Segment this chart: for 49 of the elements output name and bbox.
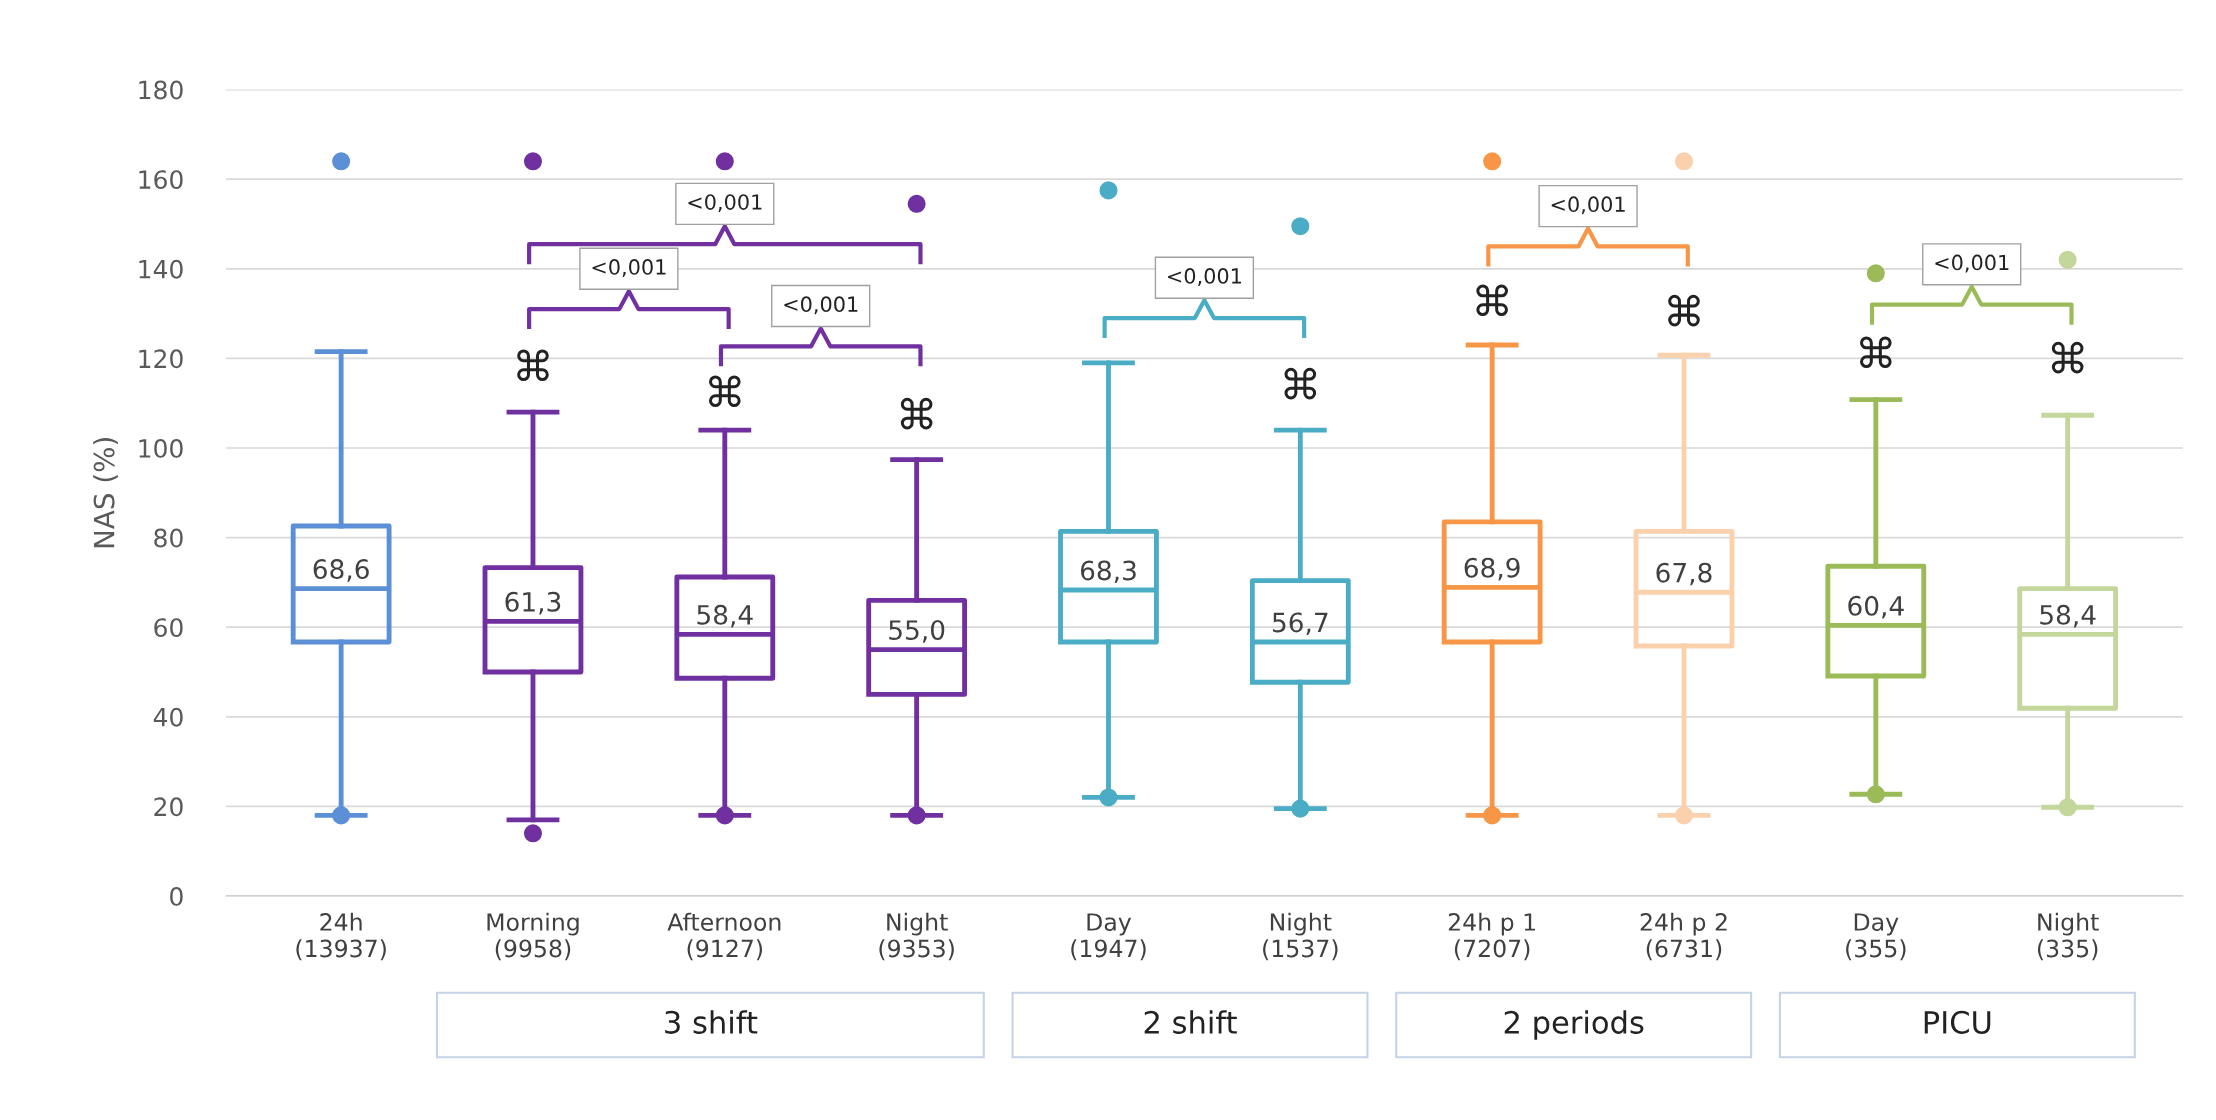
x-tick-label: Night (1537) — [1263, 912, 1338, 961]
text: 3 shift — [665, 1010, 758, 1034]
text: 60,4 — [1848, 595, 1904, 619]
y-tick-label: 40 — [153, 707, 183, 727]
annotation: <0,001 — [1935, 254, 2009, 273]
annotation: ⌘ — [517, 349, 549, 382]
text: 58,4 — [2040, 604, 2096, 628]
annotation: ⌘ — [1284, 367, 1317, 400]
x-tick-label: 24h p 2 (6731) — [1640, 912, 1727, 961]
text: 55,0 — [889, 620, 945, 643]
x-tick-label: 24h p 1 (7207) — [1448, 912, 1535, 961]
text: 68,6 — [313, 559, 369, 582]
annotation: <0,001 — [1551, 196, 1625, 215]
y-tick-label: 120 — [139, 349, 183, 369]
y-tick-label: 180 — [139, 80, 183, 100]
annotation: ⌘ — [1476, 284, 1508, 317]
annotation: <0,001 — [784, 296, 858, 315]
text: 2 periods — [1504, 1010, 1644, 1040]
y-tick-label: 100 — [139, 438, 183, 458]
text: PICU — [1924, 1010, 1991, 1034]
x-tick-label: Afternoon (9127) — [667, 912, 781, 961]
annotation: <0,001 — [688, 194, 762, 213]
x-tick-label: 24h (13937) — [296, 912, 386, 961]
text: 67,8 — [1656, 562, 1712, 586]
y-tick-label: 20 — [154, 797, 183, 817]
text: 56,7 — [1272, 612, 1328, 636]
annotation: ⌘ — [900, 397, 933, 430]
y-tick-label: 140 — [139, 259, 183, 279]
x-tick-label: Night (335) — [2037, 912, 2099, 961]
x-tick-label: Morning (9958) — [487, 912, 579, 961]
text: 61,3 — [505, 591, 561, 615]
annotation: ⌘ — [1860, 336, 1892, 369]
y-tick-label: 80 — [154, 528, 183, 548]
annotation: <0,001 — [1168, 268, 1242, 286]
y-tick-label: 0 — [170, 886, 183, 906]
x-tick-label: Day (355) — [1846, 913, 1906, 961]
y-axis-title: NAS (%) — [93, 438, 118, 548]
annotation: ⌘ — [2051, 341, 2084, 374]
annotation: ⌘ — [709, 375, 741, 408]
annotation: ⌘ — [1668, 294, 1700, 327]
y-tick-label: 60 — [154, 618, 183, 638]
text: 58,4 — [697, 604, 753, 628]
x-tick-label: Day (1947) — [1071, 913, 1146, 961]
text: 2 shift — [1144, 1010, 1237, 1034]
x-tick-label: Night (9353) — [879, 912, 954, 961]
annotation: <0,001 — [592, 259, 666, 277]
text: 68,9 — [1464, 557, 1520, 581]
text: 68,3 — [1080, 560, 1136, 584]
y-tick-label: 160 — [139, 170, 183, 190]
